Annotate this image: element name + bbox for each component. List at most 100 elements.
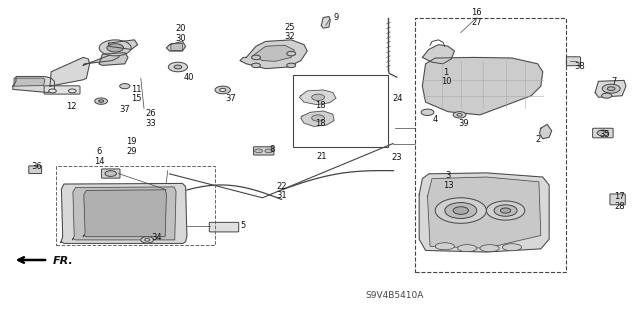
Bar <box>415 18 566 272</box>
Ellipse shape <box>480 245 499 252</box>
Text: 30: 30 <box>175 34 186 43</box>
Circle shape <box>494 205 517 216</box>
Bar <box>56 166 215 245</box>
Text: 13: 13 <box>443 181 453 189</box>
Text: 36: 36 <box>31 162 42 171</box>
Text: 20: 20 <box>175 24 186 33</box>
Text: 25: 25 <box>285 23 295 32</box>
Circle shape <box>421 109 434 115</box>
Circle shape <box>500 208 511 213</box>
Polygon shape <box>72 187 176 240</box>
Text: 39: 39 <box>459 119 469 128</box>
Polygon shape <box>14 78 45 86</box>
Polygon shape <box>109 40 138 49</box>
Circle shape <box>312 115 324 121</box>
Circle shape <box>99 100 104 102</box>
Text: 16: 16 <box>472 8 482 17</box>
Polygon shape <box>240 40 307 69</box>
Circle shape <box>602 93 612 98</box>
Text: 37: 37 <box>120 105 130 114</box>
Bar <box>293 75 388 147</box>
Text: 18: 18 <box>315 101 325 110</box>
Circle shape <box>287 63 296 68</box>
Text: 9: 9 <box>333 13 339 22</box>
Polygon shape <box>61 183 187 243</box>
Circle shape <box>287 51 296 56</box>
Polygon shape <box>428 177 541 248</box>
FancyBboxPatch shape <box>593 128 613 138</box>
Circle shape <box>215 86 230 94</box>
FancyBboxPatch shape <box>610 194 625 205</box>
Text: 32: 32 <box>285 32 295 41</box>
Circle shape <box>105 171 116 176</box>
Ellipse shape <box>502 244 522 251</box>
Text: 28: 28 <box>614 202 625 211</box>
Text: 14: 14 <box>94 157 104 166</box>
Polygon shape <box>419 173 549 252</box>
Circle shape <box>607 87 615 91</box>
Circle shape <box>453 112 466 118</box>
Text: 1: 1 <box>444 68 449 77</box>
Polygon shape <box>300 90 336 105</box>
Circle shape <box>68 89 76 93</box>
Text: 26: 26 <box>146 109 156 118</box>
Polygon shape <box>50 57 90 86</box>
FancyBboxPatch shape <box>566 57 580 66</box>
FancyBboxPatch shape <box>101 169 120 178</box>
Text: 3: 3 <box>445 171 451 180</box>
Text: 37: 37 <box>225 94 236 103</box>
Text: 11: 11 <box>131 85 141 94</box>
Circle shape <box>602 84 620 93</box>
Polygon shape <box>99 53 128 65</box>
FancyBboxPatch shape <box>29 166 42 174</box>
Text: 31: 31 <box>276 191 287 200</box>
Text: 8: 8 <box>269 145 275 154</box>
Circle shape <box>107 44 124 52</box>
Text: 38: 38 <box>574 63 584 71</box>
Text: 7: 7 <box>612 77 617 86</box>
Text: 40: 40 <box>184 73 194 82</box>
Text: 23: 23 <box>392 153 402 162</box>
Polygon shape <box>83 190 166 237</box>
Circle shape <box>457 114 462 116</box>
Circle shape <box>445 203 477 219</box>
Circle shape <box>95 98 108 104</box>
Circle shape <box>99 40 131 56</box>
Polygon shape <box>422 45 454 64</box>
Text: S9V4B5410A: S9V4B5410A <box>365 292 424 300</box>
Polygon shape <box>253 45 294 61</box>
Circle shape <box>312 94 324 100</box>
Polygon shape <box>321 17 330 28</box>
Circle shape <box>141 237 154 243</box>
Text: 10: 10 <box>441 78 451 86</box>
Circle shape <box>252 63 260 68</box>
Circle shape <box>255 149 262 153</box>
Polygon shape <box>540 124 552 139</box>
Text: 6: 6 <box>97 147 102 156</box>
Circle shape <box>435 198 486 223</box>
Text: 21: 21 <box>316 152 326 161</box>
Ellipse shape <box>458 245 477 252</box>
Polygon shape <box>166 41 186 51</box>
Circle shape <box>453 207 468 214</box>
Text: 17: 17 <box>614 192 625 201</box>
Circle shape <box>265 149 273 153</box>
Polygon shape <box>301 111 334 126</box>
Text: FR.: FR. <box>52 256 73 266</box>
FancyBboxPatch shape <box>209 222 239 232</box>
Ellipse shape <box>435 243 454 250</box>
Circle shape <box>49 89 56 93</box>
Text: 18: 18 <box>315 119 325 128</box>
Circle shape <box>145 239 150 241</box>
Circle shape <box>486 201 525 220</box>
FancyBboxPatch shape <box>44 86 80 94</box>
Circle shape <box>168 62 188 72</box>
Text: 24: 24 <box>392 94 403 103</box>
Text: 4: 4 <box>433 115 438 124</box>
Text: 15: 15 <box>131 94 141 103</box>
FancyBboxPatch shape <box>171 43 182 50</box>
Polygon shape <box>13 77 54 93</box>
Text: 27: 27 <box>472 19 482 27</box>
Circle shape <box>597 130 609 136</box>
Text: 22: 22 <box>276 182 287 191</box>
